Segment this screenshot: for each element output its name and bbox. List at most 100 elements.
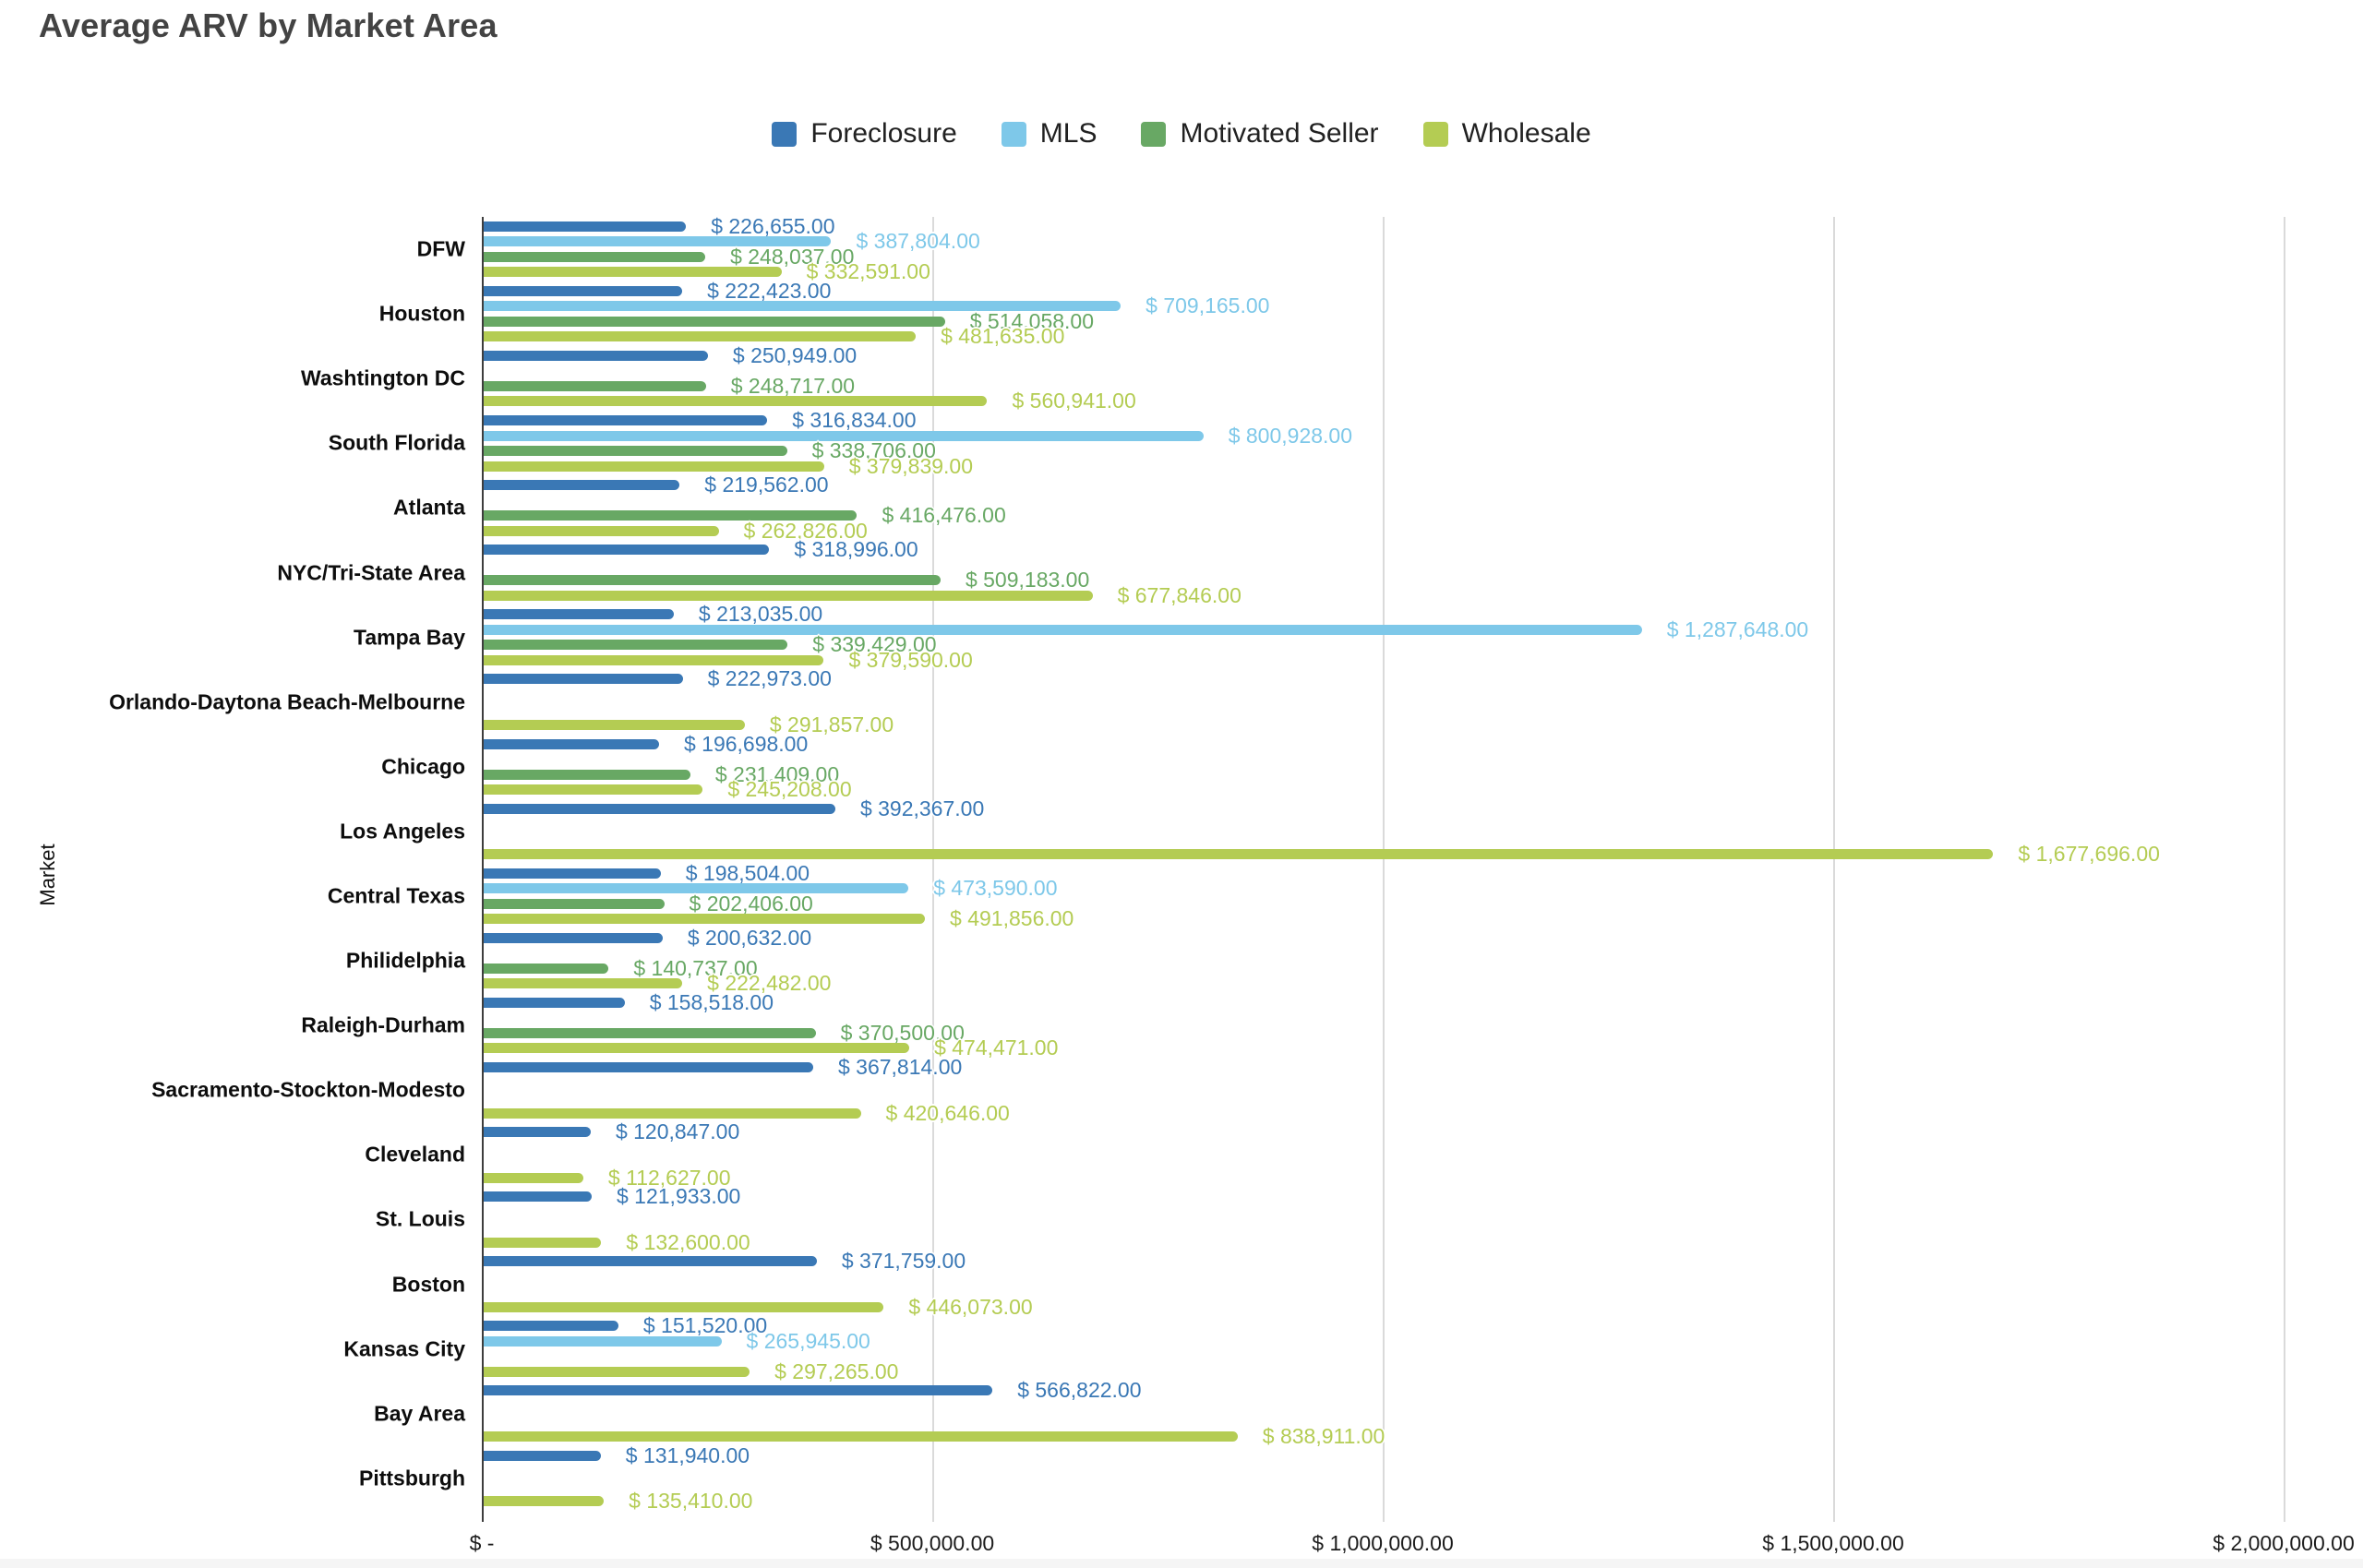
bar-slot: $ 245,208.00 (482, 777, 2345, 801)
bar (482, 769, 690, 780)
bar-value-label: $ 338,706.00 (811, 438, 936, 463)
bar (482, 545, 770, 556)
plot-area: $ - $ 500,000.00 $ 1,000,000.00 $ 1,500,… (109, 214, 2355, 1555)
bar-slot: $ 135,410.00 (482, 1489, 2345, 1513)
bar-value-label: $ 219,562.00 (704, 473, 829, 497)
bar-slot (482, 1219, 2345, 1235)
bar-slot: $ 392,367.00 (482, 796, 2345, 820)
bar-slot: $ 226,655.00 (482, 214, 2345, 238)
market-group: South Florida $ 316,834.00 $ 800,928.00 $ 3… (329, 408, 2345, 478)
bar (482, 285, 683, 296)
bar (482, 868, 661, 879)
bar-slot: $ 196,698.00 (482, 732, 2345, 756)
bar-slot (482, 1140, 2345, 1155)
bar-slot: $ 332,591.00 (482, 259, 2345, 283)
bar-value-label: $ 367,814.00 (837, 1055, 963, 1080)
market-group: Boston $ 371,759.00 $ 446,073.00 (392, 1249, 2345, 1319)
bar-slot: $ 202,406.00 (482, 892, 2345, 916)
bar-value-label: $ 560,941.00 (1012, 389, 1136, 413)
y-axis-title: Market (36, 844, 59, 906)
bar-value-label: $ 202,406.00 (689, 891, 813, 916)
bar-value-label: $ 800,928.00 (1228, 423, 1352, 448)
bar-slot (482, 1090, 2345, 1106)
x-tick-1: $ 500,000.00 (870, 1531, 995, 1555)
bar-slot (482, 1285, 2345, 1300)
bar-slot (482, 1075, 2345, 1091)
bar (482, 1430, 1238, 1442)
bar-value-label: $ 838,911.00 (1262, 1423, 1385, 1448)
bar-slot (482, 1414, 2345, 1430)
market-group: Chicago $ 196,698.00 $ 231,409.00 $ 245,208… (381, 732, 2345, 802)
bar-value-label: $ 291,857.00 (769, 712, 894, 736)
category-label: Chicago (381, 754, 465, 779)
category-label: Tampa Bay (353, 625, 465, 650)
bar-slot (482, 687, 2345, 702)
bar-slot (482, 1269, 2345, 1285)
bar (482, 380, 706, 391)
category-label: Atlanta (393, 495, 465, 520)
bar (482, 609, 674, 620)
bar-slot: $ 120,847.00 (482, 1119, 2345, 1143)
bar-value-label: $ 112,627.00 (607, 1165, 731, 1190)
bar-slot: $ 248,037.00 (482, 245, 2345, 269)
bar (482, 430, 1204, 441)
bar-slot: $ 248,717.00 (482, 374, 2345, 398)
bar (482, 1450, 601, 1461)
bar-slot (482, 1204, 2345, 1220)
bar-slot: $ 316,834.00 (482, 408, 2345, 432)
legend-label-mls: MLS (1039, 118, 1098, 149)
bar-slot: $ 231,409.00 (482, 762, 2345, 786)
bar-value-label: $ 481,635.00 (941, 324, 1065, 349)
bar-value-label: $ 198,504.00 (685, 860, 810, 885)
bar-value-label: $ 250,949.00 (732, 342, 858, 367)
bar-value-label: $ 297,265.00 (774, 1359, 899, 1383)
bar-slot: $ 131,940.00 (482, 1443, 2345, 1467)
bar (482, 932, 663, 943)
bar-value-label: $ 135,410.00 (629, 1489, 753, 1514)
bar-value-label: $ 1,677,696.00 (2018, 842, 2160, 867)
bar-value-label: $ 392,367.00 (859, 796, 985, 820)
bar (482, 997, 625, 1008)
bar (482, 978, 683, 989)
bar-slot: $ 222,423.00 (482, 279, 2345, 303)
bar-slot (482, 1398, 2345, 1414)
bar (482, 719, 745, 730)
bar-value-label: $ 371,759.00 (841, 1249, 966, 1274)
bar-slot: $ 473,590.00 (482, 876, 2345, 900)
x-tick-2: $ 1,000,000.00 (1312, 1531, 1454, 1555)
bar-slot: $ 491,856.00 (482, 906, 2345, 930)
bar-groups: DFW $ 226,655.00 $ 387,804.00 $ 248,037.00 $… (109, 214, 2345, 1513)
bar (482, 221, 687, 232)
bar (482, 640, 788, 651)
bar-slot: $ 200,632.00 (482, 926, 2345, 950)
bar-value-label: $ 316,834.00 (792, 408, 917, 433)
bar-slot (482, 1478, 2345, 1494)
bar-slot: $ 371,759.00 (482, 1249, 2345, 1273)
bar (482, 510, 858, 521)
bar (482, 914, 926, 925)
market-group: Raleigh-Durham $ 158,518.00 $ 370,500.00 $ … (301, 990, 2345, 1060)
bar (482, 331, 917, 342)
bar-slot: $ 560,941.00 (482, 389, 2345, 413)
bar-slot (482, 946, 2345, 962)
legend-swatch-mls (1001, 121, 1026, 147)
bar-slot (482, 816, 2345, 832)
bar-value-label: $ 332,591.00 (806, 259, 930, 284)
bar-slot: $ 514,058.00 (482, 309, 2345, 333)
bar-value-label: $ 339,429.00 (812, 632, 937, 657)
category-label: Houston (378, 301, 465, 326)
bar-slot: $ 800,928.00 (482, 424, 2345, 448)
bar-value-label: $ 566,822.00 (1017, 1378, 1142, 1403)
legend-swatch-motivated-seller (1141, 121, 1167, 147)
x-tick-0: $ - (469, 1531, 495, 1555)
bar (482, 1107, 861, 1119)
category-label: Boston (391, 1272, 465, 1297)
bar-value-label: $ 231,409.00 (714, 761, 840, 786)
legend-swatch-wholesale (1422, 121, 1448, 147)
bar-slot: $ 481,635.00 (482, 324, 2345, 348)
bar (482, 1062, 813, 1073)
bar-value-label: $ 509,183.00 (965, 568, 1090, 592)
bar-value-label: $ 213,035.00 (698, 602, 823, 627)
bar-value-label: $ 222,973.00 (707, 666, 832, 691)
